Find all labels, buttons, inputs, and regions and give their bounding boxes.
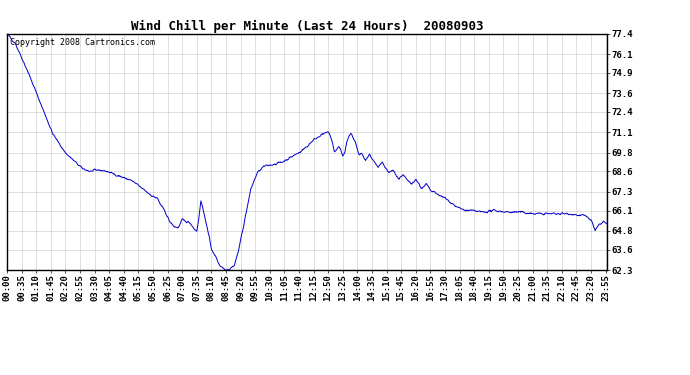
- Text: Copyright 2008 Cartronics.com: Copyright 2008 Cartronics.com: [10, 39, 155, 48]
- Title: Wind Chill per Minute (Last 24 Hours)  20080903: Wind Chill per Minute (Last 24 Hours) 20…: [131, 20, 483, 33]
